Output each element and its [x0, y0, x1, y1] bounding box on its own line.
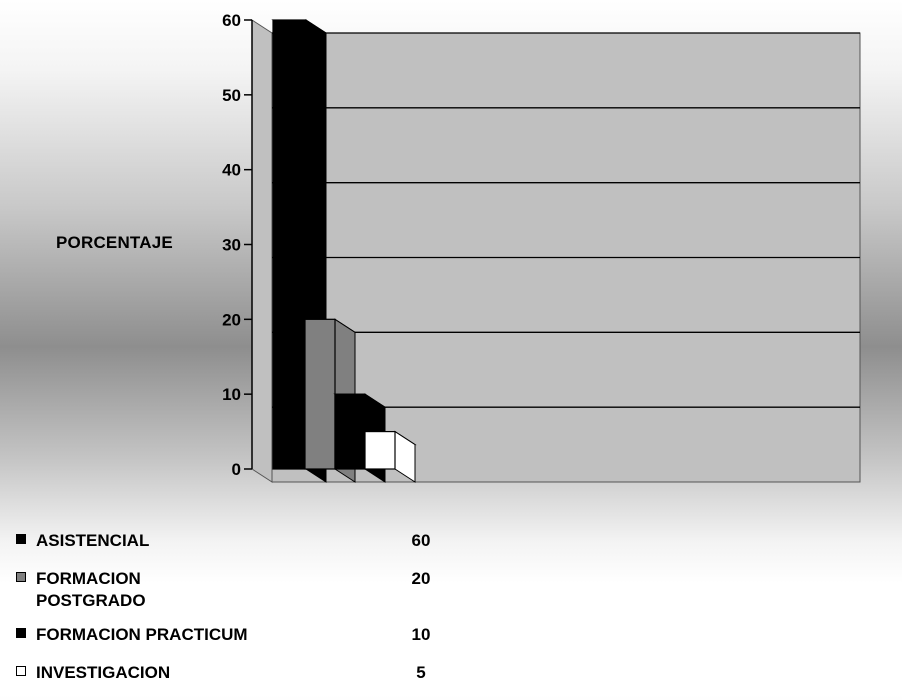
y-tick-label: 10: [222, 385, 241, 404]
bar-group: [271, 19, 417, 483]
legend-label: FORMACION PRACTICUM: [36, 625, 248, 644]
y-tick-label: 0: [232, 460, 241, 479]
bar-front-face: [334, 393, 366, 470]
legend-label: INVESTIGACION: [36, 663, 171, 682]
legend-swatch-formacion-postgrado: [16, 572, 26, 582]
legend: ASISTENCIAL 60 FORMACION POSTGRADO 20 FO…: [16, 530, 436, 700]
legend-item-formacion-practicum: FORMACION PRACTICUM 10: [16, 624, 436, 646]
legend-value: 20: [411, 569, 431, 588]
y-tick-label: 40: [222, 161, 241, 180]
y-tick-label: 20: [222, 310, 241, 329]
bar-front-face: [272, 19, 307, 470]
legend-item-asistencial: ASISTENCIAL 60: [16, 530, 436, 552]
y-tick-label: 60: [222, 11, 241, 30]
y-axis: 0 10 20 30 40 50 60: [222, 11, 253, 479]
legend-swatch-formacion-practicum: [16, 628, 26, 638]
legend-value: 60: [411, 531, 431, 550]
legend-value: 10: [411, 625, 431, 644]
legend-label: ASISTENCIAL: [36, 531, 150, 550]
side-wall: [251, 19, 273, 483]
y-axis-label: PORCENTAJE: [56, 233, 173, 252]
bar-asistencial: [271, 19, 328, 483]
bar-front-face: [364, 430, 396, 470]
bar-investigacion: [363, 430, 417, 483]
legend-label: FORMACION POSTGRADO: [36, 569, 146, 610]
y-tick-label: 50: [222, 86, 241, 105]
legend-item-formacion-postgrado: FORMACION POSTGRADO 20: [16, 568, 436, 612]
legend-item-investigacion: INVESTIGACION 5: [16, 662, 436, 684]
y-tick-label: 30: [222, 236, 241, 255]
legend-swatch-investigacion: [16, 666, 26, 676]
legend-value: 5: [416, 663, 426, 682]
bar-front-face: [304, 318, 336, 470]
chart-gridlines: [272, 32, 860, 483]
legend-swatch-asistencial: [16, 534, 26, 544]
chart-svg: 0 10 20 30 40 50 60: [222, 11, 861, 483]
